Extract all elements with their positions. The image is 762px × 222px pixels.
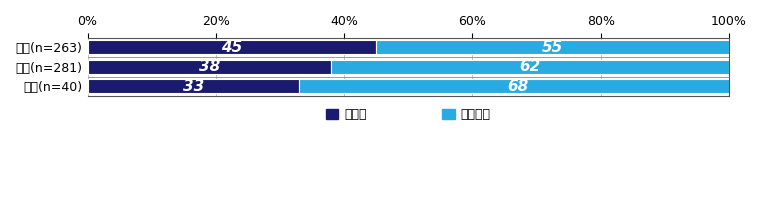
Bar <box>299 79 735 93</box>
Text: 38: 38 <box>199 59 220 74</box>
Text: 33: 33 <box>183 79 204 94</box>
Text: 68: 68 <box>507 79 528 94</box>
Text: 55: 55 <box>542 40 563 55</box>
Bar <box>331 60 729 74</box>
Bar <box>88 40 376 54</box>
Bar <box>376 40 729 54</box>
Bar <box>88 79 299 93</box>
Bar <box>88 60 331 74</box>
Text: 45: 45 <box>221 40 242 55</box>
Legend: あった, なかった: あった, なかった <box>321 103 496 126</box>
Text: 62: 62 <box>520 59 541 74</box>
